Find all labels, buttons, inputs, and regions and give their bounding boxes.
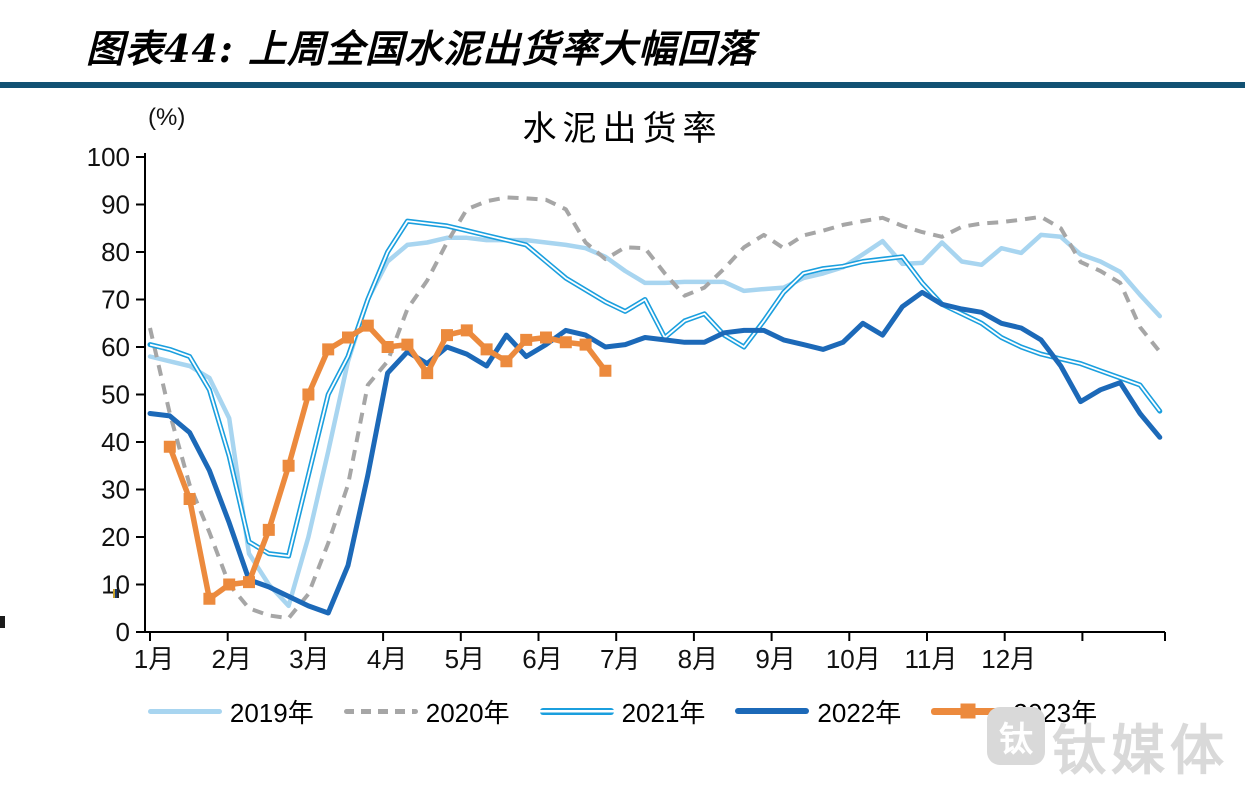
y-tick-label: 50	[101, 380, 130, 410]
y-tick-label: 90	[101, 190, 130, 220]
data-point-marker	[421, 367, 434, 380]
x-tick-label: 9月	[755, 644, 795, 674]
legend-item-2021年: 2021年	[539, 693, 706, 730]
y-tick-label: 60	[101, 332, 130, 362]
x-tick-label: 4月	[367, 644, 407, 674]
x-tick-label: 6月	[522, 644, 562, 674]
legend-swatch-solid-square-markers-icon	[931, 703, 1006, 719]
legend-swatch-dashed-icon	[343, 708, 418, 714]
data-point-marker	[381, 341, 394, 353]
y-tick-label: 30	[101, 475, 130, 505]
series-line-inner-2021年	[149, 220, 1161, 557]
series-line-2019年	[147, 232, 1163, 609]
y-tick-label: 40	[101, 427, 130, 457]
tmtpost-logo-glyph: 钛	[999, 720, 1033, 759]
y-tick-label: 0	[116, 617, 130, 647]
data-point-marker	[540, 331, 552, 344]
data-point-marker	[361, 319, 374, 332]
x-tick-label: 2月	[211, 644, 251, 674]
data-point-marker	[579, 338, 592, 351]
x-tick-label: 10月	[826, 644, 881, 674]
x-tick-label: 3月	[289, 644, 329, 674]
legend-swatch-solid-thick-icon	[735, 708, 810, 714]
color-sliver-artifact	[113, 589, 119, 598]
data-point-marker	[262, 523, 275, 536]
data-point-marker	[342, 331, 354, 344]
data-point-marker	[460, 324, 473, 337]
page-edge-artifact	[0, 616, 5, 628]
x-tick-label: 12月	[981, 644, 1036, 674]
legend-swatch-solid-icon	[147, 708, 222, 714]
data-point-marker	[223, 578, 236, 591]
legend-label: 2022年	[817, 697, 902, 728]
legend-square-marker-icon	[960, 703, 976, 719]
legend-item-2020年: 2020年	[343, 693, 510, 730]
x-tick-label: 7月	[600, 644, 640, 674]
legend-swatch-double-icon	[539, 707, 614, 715]
watermark-text: 钛媒体	[1052, 721, 1229, 781]
data-point-marker	[480, 343, 493, 356]
y-tick-label: 20	[101, 522, 130, 552]
figure-title: 图表44: 上周全国水泥出货率大幅回落	[86, 26, 756, 71]
data-point-marker	[163, 440, 176, 453]
data-point-marker	[441, 329, 453, 342]
x-tick-label: 8月	[678, 644, 718, 674]
data-point-marker	[302, 388, 315, 401]
chart-title: 水泥出货率	[522, 109, 723, 149]
x-tick-label: 11月	[905, 644, 958, 674]
y-axis-unit-label: (%)	[148, 104, 186, 131]
y-tick-label: 80	[101, 237, 130, 267]
y-tick-label: 100	[87, 142, 130, 172]
data-point-marker	[282, 459, 295, 472]
legend-item-2022年: 2022年	[735, 693, 901, 730]
data-point-marker	[500, 355, 513, 368]
x-tick-label: 1月	[134, 644, 174, 674]
legend-label: 2021年	[621, 697, 706, 728]
series-line-2022年	[147, 289, 1163, 616]
header-divider	[0, 82, 1245, 88]
x-tick-label: 5月	[445, 644, 485, 674]
data-point-marker	[599, 364, 612, 377]
data-point-marker	[559, 336, 572, 349]
legend-item-2019年: 2019年	[147, 693, 314, 730]
data-point-marker	[183, 493, 196, 505]
data-point-marker	[243, 576, 255, 589]
series-line-2020年	[148, 195, 1162, 621]
tmtpost-logo-icon: 钛	[987, 707, 1045, 765]
data-point-marker	[520, 333, 533, 346]
data-point-marker	[203, 592, 216, 605]
legend-label: 2020年	[425, 697, 510, 728]
legend-label: 2019年	[229, 697, 314, 728]
data-point-marker	[322, 343, 335, 356]
data-point-marker	[401, 338, 414, 351]
y-tick-label: 70	[101, 285, 130, 315]
